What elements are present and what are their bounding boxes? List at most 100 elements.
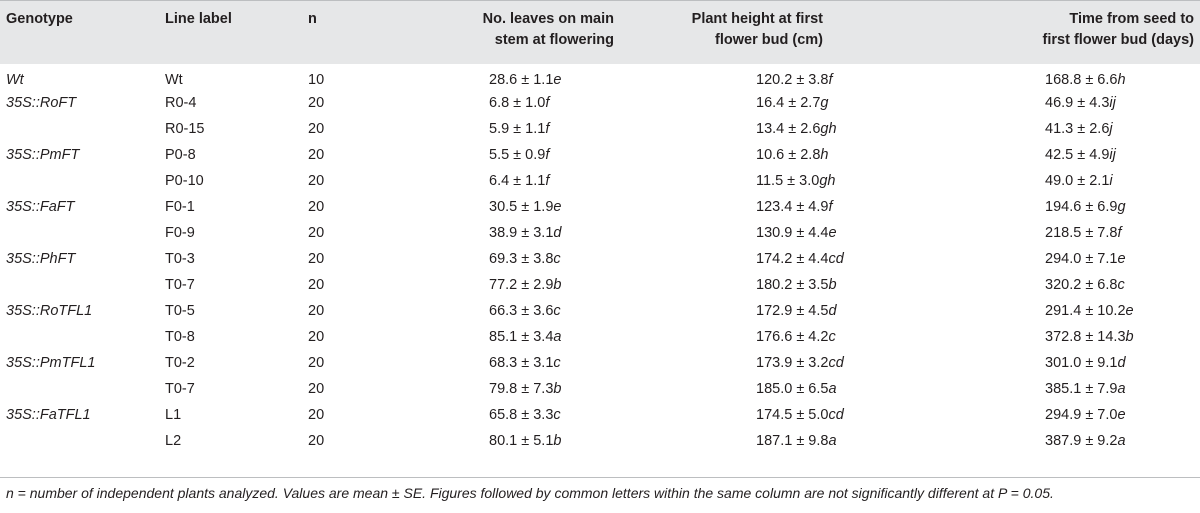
cell-n: 20 <box>308 95 325 111</box>
cell-line-label: T0-7 <box>165 381 195 397</box>
cell-genotype: 35S::FaTFL1 <box>6 407 91 423</box>
cell-height: 180.2 ± 3.5b <box>620 272 935 298</box>
cell-leaves-letter: e <box>553 199 562 215</box>
cell-line-label: P0-10 <box>165 173 204 189</box>
cell-genotype <box>0 220 165 246</box>
cell-height-value: 187.1 ± 9.8 <box>756 433 829 449</box>
cell-leaves: 6.8 ± 1.0f <box>405 90 620 116</box>
table-row: 35S::PmTFL1 T0-2 20 68.3 ± 3.1c 173.9 ± 3.2c… <box>0 350 1200 376</box>
cell-leaves-letter: b <box>553 277 562 293</box>
cell-n: 20 <box>308 355 325 371</box>
table-row: 35S::PmFT P0-8 20 5.5 ± 0.9f 10.6 ± 2.8h 42.5… <box>0 142 1200 168</box>
header-leaves: No. leaves on main stem at flowering <box>405 0 620 64</box>
cell-n: 20 <box>308 173 325 189</box>
cell-n: 20 <box>308 277 325 293</box>
cell-height-letter: cd <box>828 251 844 267</box>
cell-leaves-value: 5.9 ± 1.1 <box>489 121 546 137</box>
header-time: Time from seed to first flower bud (days… <box>935 0 1200 64</box>
cell-height-letter: cd <box>828 407 844 423</box>
cell-leaves: 85.1 ± 3.4a <box>405 324 620 350</box>
cell-genotype: 35S::FaFT <box>6 199 75 215</box>
cell-leaves-letter: f <box>545 147 550 163</box>
cell-leaves-letter: c <box>553 407 561 423</box>
table-row: 35S::PhFT T0-3 20 69.3 ± 3.8c 174.2 ± 4.4cd 2… <box>0 246 1200 272</box>
table-row: F0-9 20 38.9 ± 3.1d 130.9 ± 4.4e 218.5 ± 7.8… <box>0 220 1200 246</box>
cell-leaves-letter: f <box>545 121 550 137</box>
cell-leaves: 30.5 ± 1.9e <box>405 194 620 220</box>
cell-height-letter: g <box>820 95 829 111</box>
cell-height-value: 120.2 ± 3.8 <box>756 72 829 88</box>
cell-line-label: F0-1 <box>165 199 195 215</box>
cell-leaves-value: 28.6 ± 1.1 <box>489 72 554 88</box>
cell-height-letter: f <box>828 72 833 88</box>
cell-leaves-letter: c <box>553 355 561 371</box>
cell-height: 187.1 ± 9.8a <box>620 428 935 454</box>
cell-time-letter: a <box>1117 433 1126 449</box>
cell-height-value: 173.9 ± 3.2 <box>756 355 829 371</box>
cell-leaves: 65.8 ± 3.3c <box>405 402 620 428</box>
header-height-line1: Plant height at first <box>691 11 823 27</box>
cell-time: 301.0 ± 9.1d <box>935 350 1200 376</box>
cell-n: 20 <box>308 329 325 345</box>
cell-leaves: 68.3 ± 3.1c <box>405 350 620 376</box>
cell-leaves-letter: c <box>553 303 561 319</box>
cell-leaves-value: 5.5 ± 0.9 <box>489 147 546 163</box>
cell-time-value: 387.9 ± 9.2 <box>1045 433 1118 449</box>
cell-height-value: 174.5 ± 5.0 <box>756 407 829 423</box>
cell-time: 46.9 ± 4.3ij <box>935 90 1200 116</box>
cell-leaves-value: 79.8 ± 7.3 <box>489 381 554 397</box>
cell-height: 172.9 ± 4.5d <box>620 298 935 324</box>
cell-line-label: T0-3 <box>165 251 195 267</box>
cell-time: 42.5 ± 4.9ij <box>935 142 1200 168</box>
cell-line-label: R0-15 <box>165 121 205 137</box>
table-row: T0-7 20 77.2 ± 2.9b 180.2 ± 3.5b 320.2 ± 6.8… <box>0 272 1200 298</box>
cell-height: 173.9 ± 3.2cd <box>620 350 935 376</box>
cell-leaves: 79.8 ± 7.3b <box>405 376 620 402</box>
cell-n: 20 <box>308 225 325 241</box>
table-row: T0-7 20 79.8 ± 7.3b 185.0 ± 6.5a 385.1 ± 7.9… <box>0 376 1200 402</box>
cell-leaves: 77.2 ± 2.9b <box>405 272 620 298</box>
table-footnote: n = number of independent plants analyze… <box>6 485 1054 501</box>
table-row: 35S::FaFT F0-1 20 30.5 ± 1.9e 123.4 ± 4.9f 19… <box>0 194 1200 220</box>
cell-time: 194.6 ± 6.9g <box>935 194 1200 220</box>
cell-time: 49.0 ± 2.1i <box>935 168 1200 194</box>
cell-time-letter: ij <box>1109 95 1116 111</box>
cell-height-letter: d <box>828 303 837 319</box>
header-line-label: Line label <box>165 11 232 27</box>
cell-leaves-value: 30.5 ± 1.9 <box>489 199 554 215</box>
cell-leaves-value: 66.3 ± 3.6 <box>489 303 554 319</box>
cell-leaves-letter: c <box>553 251 561 267</box>
cell-height-value: 123.4 ± 4.9 <box>756 199 829 215</box>
cell-height: 120.2 ± 3.8f <box>620 64 935 90</box>
cell-time-value: 42.5 ± 4.9 <box>1045 147 1110 163</box>
cell-height-value: 176.6 ± 4.2 <box>756 329 829 345</box>
bottom-rule <box>0 477 1200 478</box>
cell-time: 294.9 ± 7.0e <box>935 402 1200 428</box>
cell-leaves: 69.3 ± 3.8c <box>405 246 620 272</box>
cell-leaves: 5.5 ± 0.9f <box>405 142 620 168</box>
cell-leaves-value: 77.2 ± 2.9 <box>489 277 554 293</box>
cell-line-label: F0-9 <box>165 225 195 241</box>
cell-time: 218.5 ± 7.8f <box>935 220 1200 246</box>
cell-time-letter: f <box>1117 225 1122 241</box>
cell-leaves-letter: b <box>553 381 562 397</box>
cell-height-letter: gh <box>819 173 836 189</box>
cell-genotype: 35S::PmFT <box>6 147 80 163</box>
header-n: n <box>308 11 317 27</box>
cell-height: 185.0 ± 6.5a <box>620 376 935 402</box>
cell-time-letter: g <box>1117 199 1126 215</box>
cell-line-label: T0-8 <box>165 329 195 345</box>
table-row: 35S::RoFT R0-4 20 6.8 ± 1.0f 16.4 ± 2.7g 46.9… <box>0 90 1200 116</box>
cell-leaves-letter: e <box>553 72 562 88</box>
cell-leaves: 80.1 ± 5.1b <box>405 428 620 454</box>
cell-height-value: 13.4 ± 2.6 <box>756 121 821 137</box>
table-body: Wt Wt 10 28.6 ± 1.1e 120.2 ± 3.8f 168.8 ± 6.6… <box>0 64 1200 454</box>
cell-time: 320.2 ± 6.8c <box>935 272 1200 298</box>
cell-time: 385.1 ± 7.9a <box>935 376 1200 402</box>
cell-genotype: 35S::RoTFL1 <box>6 303 93 319</box>
cell-time-value: 372.8 ± 14.3 <box>1045 329 1126 345</box>
cell-height-letter: f <box>828 199 833 215</box>
header-genotype: Genotype <box>6 11 73 27</box>
cell-height-letter: c <box>828 329 836 345</box>
cell-time-letter: a <box>1117 381 1126 397</box>
